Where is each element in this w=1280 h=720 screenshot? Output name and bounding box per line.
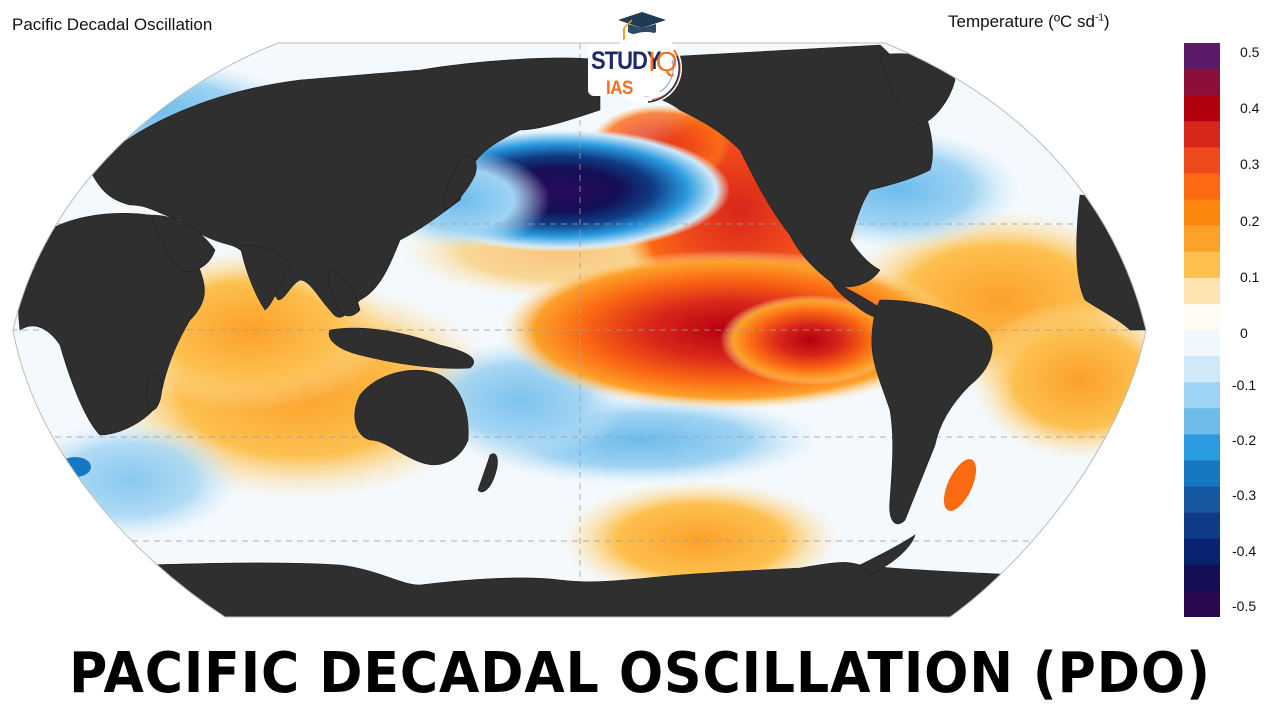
legend-title-prefix: Temperature ( bbox=[948, 12, 1054, 31]
land bbox=[13, 44, 1146, 617]
colorbar bbox=[1184, 43, 1220, 617]
colorbar-swatch bbox=[1184, 512, 1220, 540]
map-title: Pacific Decadal Oscillation bbox=[12, 15, 213, 34]
legend-title-suffix: ) bbox=[1103, 12, 1110, 31]
japan bbox=[443, 155, 477, 211]
colorbar-tick-label: -0.2 bbox=[1232, 432, 1257, 448]
colorbar-swatch bbox=[1184, 121, 1220, 148]
colorbar-swatch bbox=[1184, 382, 1220, 409]
colorbar-tick-label: -0.5 bbox=[1232, 598, 1257, 614]
colorbar-swatch bbox=[1184, 460, 1220, 488]
colorbar-swatch bbox=[1184, 303, 1220, 331]
colorbar-swatch bbox=[1184, 356, 1220, 383]
legend-title-unit: ºC sd bbox=[1053, 12, 1095, 31]
south-america bbox=[871, 299, 993, 525]
colorbar-swatch bbox=[1184, 538, 1220, 566]
colorbar-tick-label: -0.1 bbox=[1232, 377, 1257, 393]
colorbar-swatch bbox=[1184, 330, 1220, 357]
colorbar-swatch bbox=[1184, 173, 1220, 201]
colorbar-swatch bbox=[1184, 95, 1220, 122]
headline: PACIFIC DECADAL OSCILLATION (PDO) bbox=[69, 641, 1211, 706]
colorbar-tick-label: 0.1 bbox=[1240, 269, 1260, 285]
legend-title: Temperature (ºC sd-1) bbox=[948, 12, 1110, 32]
colorbar-swatch bbox=[1184, 199, 1220, 227]
legend-title-sup: -1 bbox=[1095, 12, 1104, 24]
colorbar-swatch bbox=[1184, 251, 1220, 279]
colorbar-tick-label: 0.5 bbox=[1240, 44, 1260, 60]
graticule bbox=[13, 43, 1146, 617]
logo-iq-text: IQ bbox=[648, 46, 678, 77]
graduation-cap-icon bbox=[588, 12, 682, 104]
colorbar-swatch bbox=[1184, 408, 1220, 435]
india bbox=[239, 244, 291, 311]
north-america bbox=[609, 44, 933, 288]
world-map bbox=[12, 42, 1147, 618]
indonesia bbox=[328, 327, 475, 369]
colorbar-tick-labels: 0.5 0.4 0.3 0.2 0.1 0 -0.1 -0.2 -0.3 -0.4 -0.5 bbox=[1232, 43, 1276, 617]
colorbar-swatch bbox=[1184, 564, 1220, 592]
colorbar-swatch bbox=[1184, 43, 1220, 70]
colorbar-swatch bbox=[1184, 486, 1220, 514]
colorbar-swatch bbox=[1184, 225, 1220, 253]
colorbar-tick-label: -0.4 bbox=[1232, 543, 1257, 559]
antarctica bbox=[13, 562, 1146, 617]
southeast-asia bbox=[328, 269, 361, 317]
colorbar-tick-label: 0.2 bbox=[1240, 213, 1260, 229]
ocean-anomaly-field bbox=[13, 43, 1146, 617]
colorbar-swatch bbox=[1184, 277, 1220, 305]
eurasia bbox=[89, 57, 601, 318]
colorbar-tick-label: -0.3 bbox=[1232, 487, 1257, 503]
new-zealand bbox=[477, 453, 498, 493]
colorbar-swatch bbox=[1184, 147, 1220, 174]
colorbar-tick-label: 0.4 bbox=[1240, 100, 1260, 116]
colorbar-swatch bbox=[1184, 434, 1220, 461]
colorbar-tick-label: 0.3 bbox=[1240, 156, 1260, 172]
logo-study-text: STUDY bbox=[591, 46, 662, 75]
colorbar-swatch bbox=[1184, 590, 1220, 617]
colorbar-swatch bbox=[1184, 69, 1220, 96]
map-outline bbox=[12, 42, 1147, 618]
arabia bbox=[149, 214, 216, 272]
madagascar bbox=[145, 373, 162, 411]
colorbar-tick-label: 0 bbox=[1240, 325, 1248, 341]
antarctic-peninsula bbox=[859, 534, 916, 576]
studyiq-logo: STUDY IAS IQ bbox=[582, 10, 702, 106]
australia bbox=[354, 369, 469, 466]
logo-ias-text: IAS bbox=[606, 76, 633, 99]
